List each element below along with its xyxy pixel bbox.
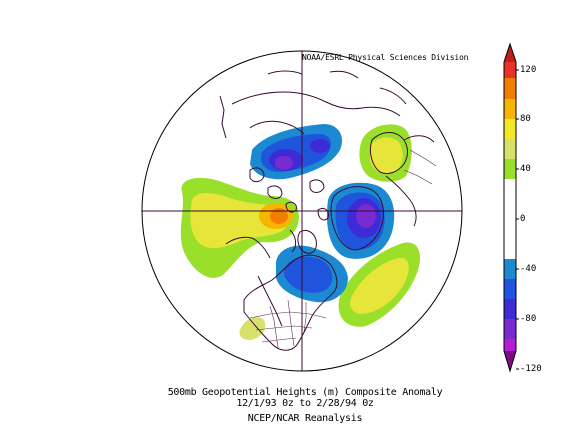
credit-text: NOAA/ESRL Physical Sciences Division <box>302 53 469 62</box>
map-boundary <box>141 50 463 372</box>
caption-source: NCEP/NCAR Reanalysis <box>247 413 363 424</box>
positive-anomaly-southeast <box>338 242 420 327</box>
colorbar-tick-label: -40 <box>520 264 537 274</box>
caption-date-range: 12/1/93 0z to 2/28/94 0z <box>236 398 374 409</box>
colorbar-tick-label: 0 <box>520 214 526 224</box>
coastlines <box>219 70 435 351</box>
anomaly-field <box>180 124 420 340</box>
caption-title: 500mb Geopotential Heights (m) Composite… <box>167 387 443 398</box>
colorbar <box>503 42 519 373</box>
negative-anomaly-greenland <box>326 182 395 259</box>
colorbar-tick-label: 80 <box>520 114 531 124</box>
colorbar-tick-label: -80 <box>520 314 537 324</box>
negative-anomaly-north-america <box>276 245 348 303</box>
colorbar-tick-label: 120 <box>520 65 537 75</box>
positive-anomaly-north <box>359 124 412 182</box>
negative-anomaly-arctic <box>250 124 343 180</box>
positive-anomaly-small <box>239 317 266 340</box>
colorbar-tick-label: 40 <box>520 164 531 174</box>
graticule <box>142 51 462 371</box>
positive-anomaly-west <box>180 177 299 278</box>
borders <box>249 149 437 349</box>
colorbar-tick-label: -120 <box>520 364 542 374</box>
